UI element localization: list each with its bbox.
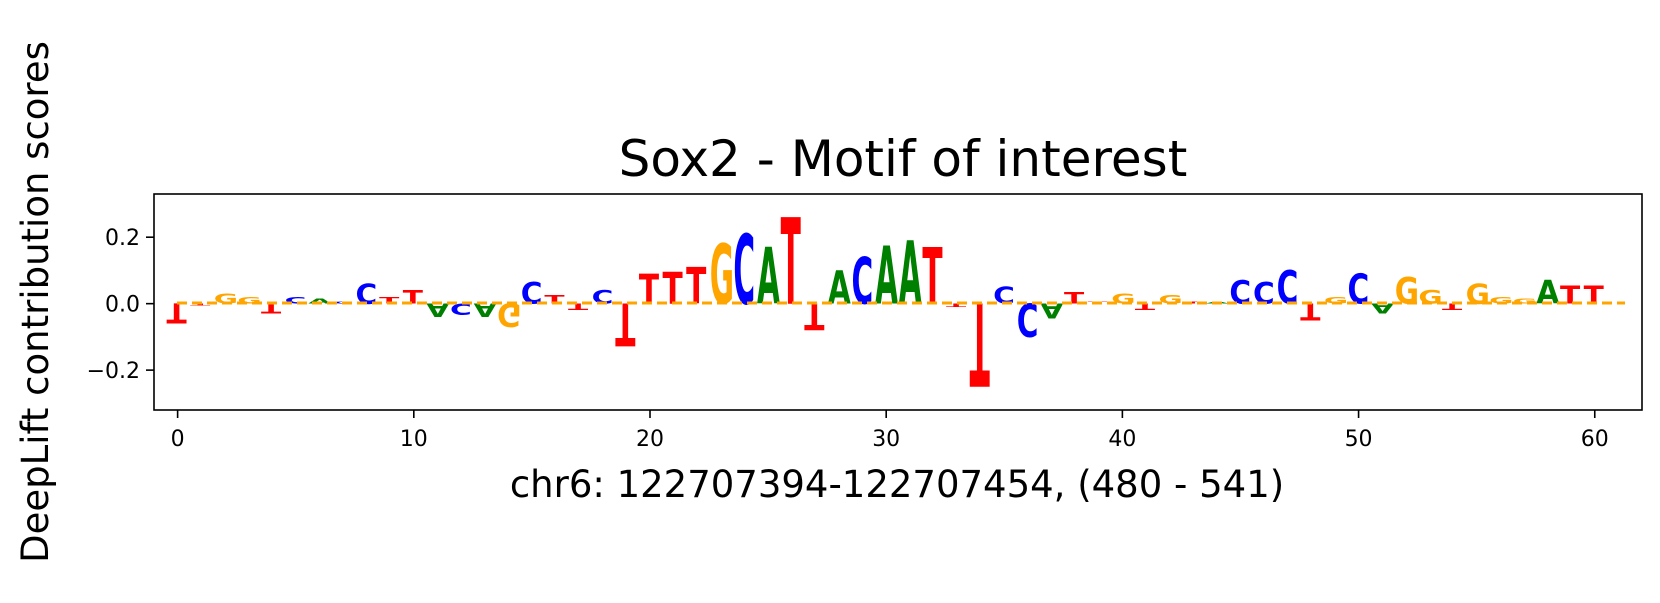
logo-letter-T-pos-26: T [781,195,801,332]
x-tick-label: 50 [1345,427,1373,452]
logo-letter-C-pos-36: C [1017,292,1039,345]
logo-letter-T-pos-41: T [1135,301,1155,311]
chart-title: Sox2 - Motif of interest [619,130,1188,188]
logo-letter-A-pos-51: A [1371,300,1394,315]
logo-letter-C-pos-18: C [592,287,614,308]
logo-letter-T-pos-27: T [804,295,825,338]
logo-letter-C-pos-47: C [1277,262,1299,315]
x-tick-label: 0 [171,427,185,452]
logo-letter-G-pos-23: G [710,228,734,324]
logo-letter-T-pos-21: T [663,264,684,314]
logo-letter-C-pos-45: C [1229,275,1251,312]
x-tick-label: 20 [636,427,664,452]
x-tick-label: 30 [872,427,900,452]
logo-letter-A-pos-25: A [757,232,780,322]
logo-letter-T-pos-43: T [1182,302,1203,305]
logo-letter-G-pos-52: G [1395,270,1419,313]
x-tick-label: 10 [400,427,428,452]
logo-letter-A-pos-37: A [1040,298,1063,322]
logo-letter-G-pos-42: G [1159,294,1183,307]
logo-letter-A-pos-58: A [1536,275,1559,312]
logo-letter-A-pos-13: A [474,299,497,320]
logo-letter-C-pos-35: C [993,283,1015,310]
logo-letter-C-pos-29: C [851,245,873,319]
axes-frame [153,193,1643,411]
logo-letter-C-pos-15: C [521,277,543,311]
y-tick-label: −0.2 [87,359,140,384]
logo-letter-C-pos-8: C [355,279,377,311]
logo-letter-G-pos-40: G [1111,292,1135,307]
logo-letter-T-pos-54: T [1442,301,1462,311]
logo-letter-T-pos-16: T [544,294,565,307]
y-tick-label: 0.2 [105,226,140,251]
y-tick-label: 0.0 [105,293,140,318]
logo-letter-A-pos-31: A [899,225,922,325]
logo-letter-T-pos-10: T [403,287,423,308]
logo-letter-G-pos-2: G [214,292,238,307]
logo-letter-G-pos-14: G [497,295,521,332]
logo-letter-T-pos-0: T [167,297,188,329]
logo-letter-T-pos-9: T [379,296,399,306]
logo-letter-A-pos-11: A [426,299,449,320]
logo-letter-G-pos-57: G [1513,298,1537,306]
logo-letter-T-pos-17: T [568,301,588,311]
logo-letter-G-pos-53: G [1418,287,1442,308]
x-tick-label: 60 [1581,427,1609,452]
logo-letter-C-pos-50: C [1347,267,1369,314]
logo-letter-G-pos-55: G [1466,279,1490,311]
logo-letter-T-pos-20: T [639,267,660,314]
y-axis: −0.2 0.0 0.2 [87,226,154,384]
logo-letter-G-pos-49: G [1324,296,1348,306]
logo-letter-C-pos-5: C [285,296,307,306]
logo-letter-T-pos-38: T [1064,289,1085,308]
logo-letter-T-pos-33: T [946,303,967,308]
logo-letter-T-pos-32: T [922,232,942,322]
y-axis-label: DeepLift contribution scores [14,41,57,563]
logo-letter-C-pos-24: C [733,215,755,327]
logo-letter-G-pos-56: G [1489,296,1513,306]
x-axis: 0 10 20 30 40 50 60 [171,410,1609,452]
logo-letter-T-pos-22: T [686,257,706,315]
logo-letter-A-pos-30: A [875,231,898,324]
logo-letter-T-pos-19: T [615,288,635,356]
logo-letter-C-pos-46: C [1253,277,1275,311]
logo-letter-G-pos-3: G [237,296,261,306]
x-tick-label: 40 [1108,427,1136,452]
logo-letter-T-pos-59: T [1560,282,1581,310]
logo-letter-T-pos-34: T [970,276,990,409]
x-axis-label: chr6: 122707394-122707454, (480 - 541) [510,463,1284,506]
logo-letter-T-pos-60: T [1584,282,1605,310]
logo-letter-A-pos-28: A [828,262,851,315]
